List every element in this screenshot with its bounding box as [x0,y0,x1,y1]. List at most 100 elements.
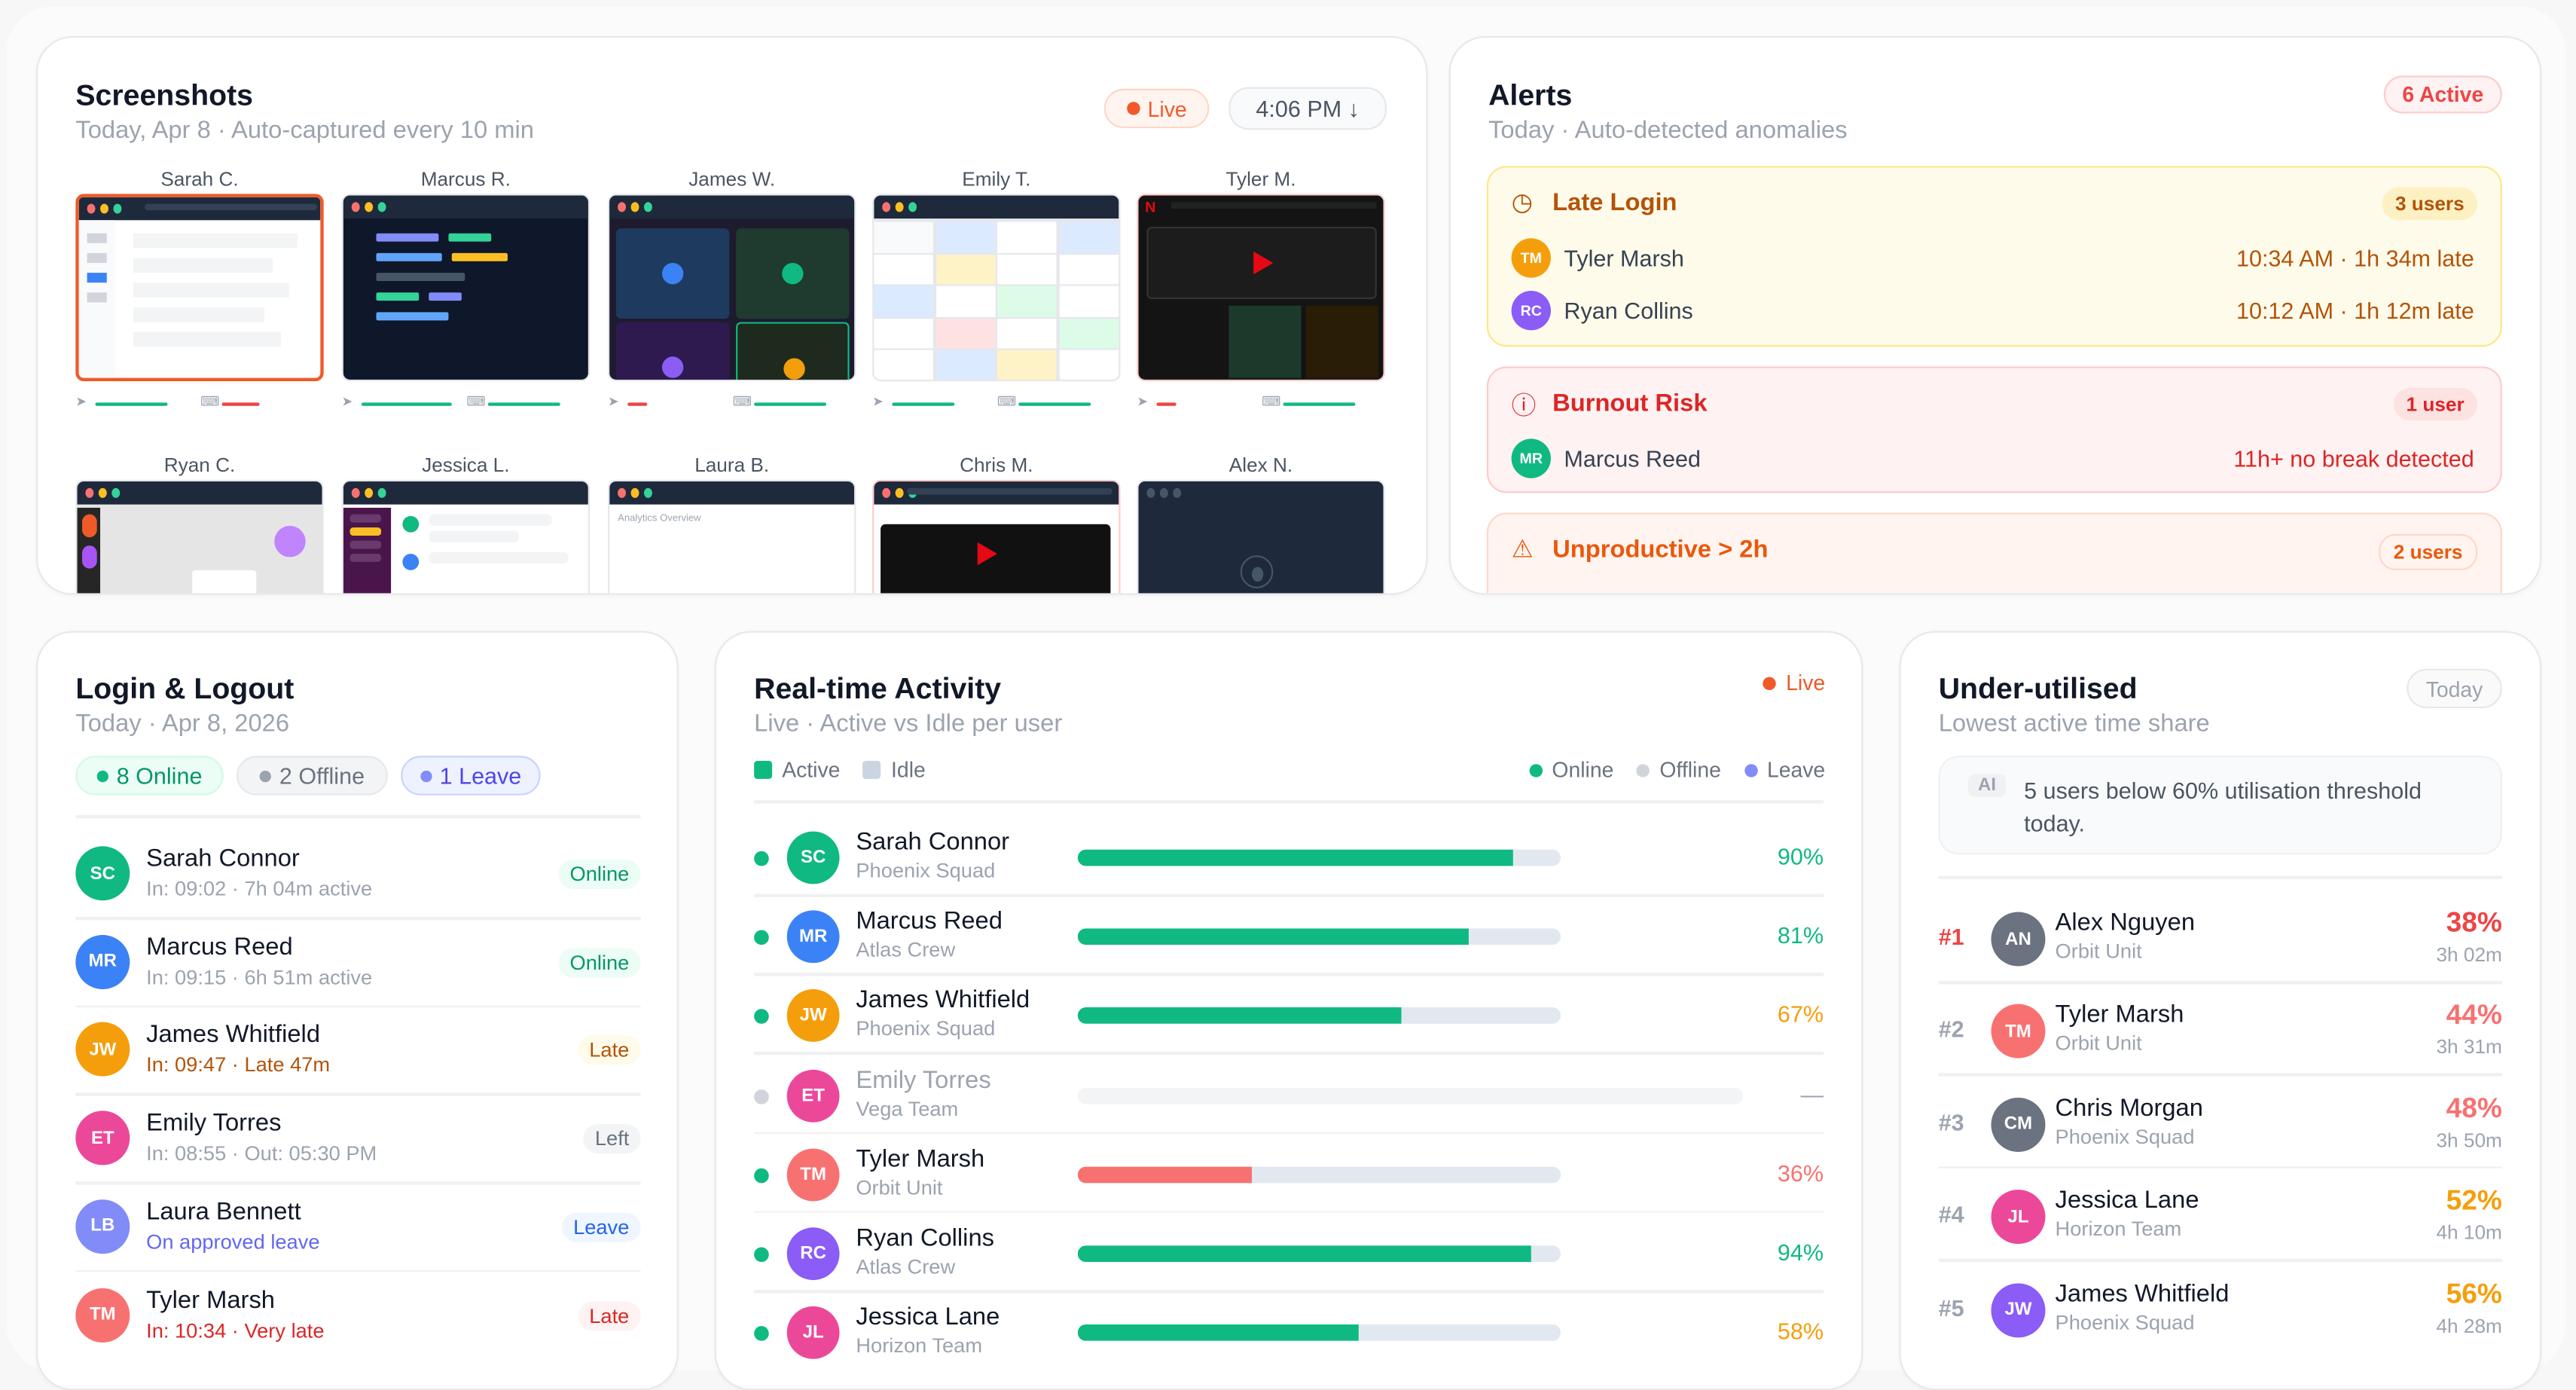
content-block [87,252,107,263]
activity-row[interactable]: RC Ryan Collins Atlas Crew 94% [754,1214,1824,1294]
mouse-cursor-icon: ➤ [1137,394,1148,410]
divider [75,1005,641,1008]
alert-user-name: Tyler Marsh [1564,244,1684,271]
user-name: Chris Morgan [2055,1094,2203,1123]
screenshot-thumbnail[interactable] [75,194,324,382]
divider [75,814,641,818]
sheet-cell [1058,318,1119,349]
content-block [402,515,420,533]
status-filter-pill[interactable]: 8 Online [75,756,224,796]
divider [754,1211,1824,1214]
alert-group[interactable]: ⓘ Burnout Risk 1 user MR Marcus Reed 11h+ no … [1486,366,2502,493]
divider [75,1093,641,1096]
screenshot-thumbnail[interactable] [341,479,591,594]
team-name: Vega Team [856,1097,959,1120]
content-block [144,203,317,211]
active-time: 4h 10m [2436,1220,2502,1245]
live-badge: Live [1103,88,1210,129]
content-block [82,545,97,569]
screenshot-thumbnail[interactable] [608,194,856,382]
user-avatar: TM [1991,1004,2046,1059]
window-controls-icon [85,487,121,498]
activity-row[interactable]: MR Marcus Reed Atlas Crew 81% [754,897,1824,976]
user-name: Jessica Lane [856,1303,1000,1332]
under-utilised-row[interactable]: #5 JW James Whitfield Phoenix Squad 56% 4h 28… [1939,1263,2502,1355]
active-bar-fill [1077,849,1512,866]
live-dot-icon [1763,676,1777,689]
divider [1938,1074,2502,1077]
user-name: Tyler Marsh [856,1144,985,1173]
login-row[interactable]: JW James Whitfield In: 09:47 · Late 47m Lat… [75,1010,641,1097]
active-percentage: 36% [1777,1159,1824,1187]
activity-row[interactable]: JL Jessica Lane Horizon Team 58% [754,1294,1824,1373]
login-row[interactable]: ET Emily Torres In: 08:55 · Out: 05:30 PM L… [75,1098,641,1185]
rank-label: #1 [1938,923,1964,950]
time-selector-button[interactable]: 4:06 PM ↓ [1228,87,1387,130]
offline-status-dot-icon [754,1089,769,1104]
divider [1938,1166,2502,1169]
status-badge: Late [577,1300,641,1330]
sheet-cell [874,286,933,316]
activity-row[interactable]: ET Emily Torres Vega Team — [754,1056,1824,1135]
screenshot-user-name: Laura B. [694,453,770,477]
keyboard-activity-bar [221,402,260,406]
legend-online: Online [1528,757,1613,782]
status-badge: Late [577,1035,641,1066]
login-row[interactable]: TM Tyler Marsh In: 10:34 · Very late Late [75,1274,641,1361]
period-selector-button[interactable]: Today [2407,668,2502,709]
screenshot-thumbnail[interactable] [872,479,1121,594]
user-avatar: CM [1991,1097,2046,1152]
status-filter-pill[interactable]: 2 Offline [237,756,388,796]
status-filter-pill[interactable]: 1 Leave [401,756,541,796]
online-status-dot-icon [754,1010,769,1025]
user-name: Tyler Marsh [146,1285,276,1314]
netflix-logo: N [1145,198,1156,215]
activity-bar [1077,1166,1561,1183]
under-utilised-row[interactable]: #4 JL Jessica Lane Horizon Team 52% 4h 10m [1938,1170,2502,1262]
mouse-cursor-icon: ➤ [75,394,87,410]
team-name: Phoenix Squad [2055,1310,2195,1334]
divider [1938,1259,2502,1262]
legend-active: Active [754,757,840,782]
login-detail: In: 09:47 · Late 47m [146,1053,331,1077]
sheet-cell [935,253,995,285]
sheet-cell [874,253,933,285]
content-block [1305,305,1378,378]
team-name: Orbit Unit [856,1176,943,1199]
keyboard-icon: ⌨ [997,394,1017,410]
content-block [133,233,298,249]
keyboard-activity-bar [1018,402,1091,406]
alert-group[interactable]: ⚠ Unproductive > 2h 2 users [1486,512,2502,594]
screenshot-thumbnail[interactable]: Analytics Overview [608,479,856,594]
under-utilised-row[interactable]: #2 TM Tyler Marsh Orbit Unit 44% 3h 31m [1938,985,2502,1077]
content-block [451,252,508,261]
under-utilised-row[interactable]: #1 AN Alex Nguyen Orbit Unit 38% 3h 02m [1938,892,2502,984]
legend-offline-label: Offline [1659,757,1721,783]
screenshot-thumbnail[interactable]: N [1137,194,1385,382]
login-row[interactable]: SC Sarah Connor In: 09:02 · 7h 04m active O… [75,833,641,921]
login-row[interactable]: MR Marcus Reed In: 09:15 · 6h 51m active On… [75,921,641,1009]
activity-row[interactable]: SC Sarah Connor Phoenix Squad 90% [754,818,1824,897]
legend-active-label: Active [782,757,841,783]
team-name: Horizon Team [856,1334,983,1358]
content-block [349,554,382,562]
screenshot-thumbnail[interactable] [1137,479,1385,594]
activity-row[interactable]: JW James Whitfield Phoenix Squad 67% [754,976,1824,1055]
participant-tile [615,228,730,319]
login-row[interactable]: LB Laura Bennett On approved leave Leave [75,1186,641,1273]
warning-triangle-icon: ⚠ [1511,536,1534,564]
screenshot-thumbnail[interactable] [75,479,324,594]
keyboard-activity-bar [1283,402,1356,406]
participant-avatar-icon [782,262,804,285]
under-utilised-row[interactable]: #3 CM Chris Morgan Phoenix Squad 48% 3h 50m [1938,1077,2502,1169]
screenshot-user-name: Ryan C. [163,453,236,477]
utilisation-percentage: 56% [2446,1278,2502,1309]
screenshots-subtitle: Today, Apr 8 · Auto-captured every 10 mi… [75,116,534,145]
user-avatar: TM [1511,238,1551,278]
active-percentage: 58% [1777,1318,1824,1345]
activity-bar [1077,928,1561,946]
screenshot-thumbnail[interactable] [341,194,591,382]
alert-group[interactable]: ◷ Late Login 3 users TM Tyler Marsh 10:34 AM … [1486,166,2502,347]
screenshot-thumbnail[interactable] [872,194,1121,382]
activity-row[interactable]: TM Tyler Marsh Orbit Unit 36% [754,1135,1824,1214]
